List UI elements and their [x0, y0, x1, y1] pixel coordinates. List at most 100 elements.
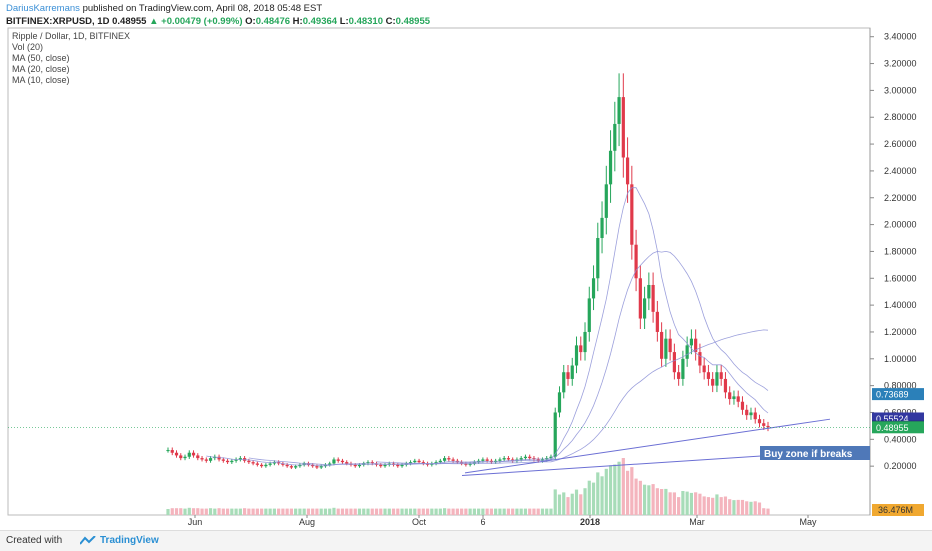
candle-body — [672, 352, 676, 373]
legend-ma10[interactable]: MA (10, close) — [12, 75, 70, 85]
volume-bar — [557, 494, 562, 515]
volume-bar — [647, 485, 651, 515]
candle-body — [302, 463, 306, 465]
volume-bar — [608, 465, 613, 515]
candle-body — [447, 458, 451, 460]
volume-bar — [698, 493, 702, 515]
y-tick-label: 1.60000 — [884, 273, 917, 283]
author-link[interactable]: DariusKarremans — [6, 3, 80, 14]
volume-bar — [762, 508, 766, 515]
x-tick-label: Jun — [188, 517, 203, 527]
plot-area — [7, 27, 871, 516]
high-label: H: — [292, 16, 303, 27]
candle-body — [506, 458, 511, 460]
candle-body — [451, 459, 455, 461]
created-with: Created with — [6, 535, 63, 546]
candle-body — [762, 423, 766, 426]
volume-bar — [387, 508, 391, 515]
volume-bar — [277, 508, 281, 515]
candle-body — [689, 338, 694, 346]
volume-bar — [302, 508, 306, 515]
candle-body — [311, 464, 315, 467]
legend-title[interactable]: Ripple / Dollar, 1D, BITFINEX — [12, 31, 131, 41]
volume-bar — [574, 489, 579, 515]
volume-bar — [255, 508, 259, 515]
volume-bar — [349, 508, 353, 515]
volume-bar — [451, 508, 455, 515]
volume-bar — [477, 508, 481, 515]
candle-body — [574, 345, 579, 366]
candle-body — [498, 459, 502, 461]
candle-body — [621, 97, 625, 158]
candle-body — [281, 463, 285, 465]
x-tick-label: Aug — [299, 517, 315, 527]
volume-bar — [289, 508, 294, 515]
candle-body — [306, 463, 311, 465]
volume-bar — [323, 508, 328, 515]
volume-bar — [166, 509, 170, 515]
volume-bar — [379, 508, 383, 515]
symbol[interactable]: BITFINEX:XRPUSD, 1D — [6, 16, 110, 27]
volume-bar — [630, 467, 634, 515]
x-tick-label: 2018 — [580, 517, 600, 527]
candle-body — [225, 460, 230, 463]
x-tick-label: Mar — [689, 517, 705, 527]
volume-bar — [383, 508, 387, 515]
volume-bar — [749, 501, 753, 515]
publish-info: DariusKarremans published on TradingView… — [6, 3, 322, 14]
y-tick-label: 1.80000 — [884, 246, 917, 256]
volume-bar — [357, 508, 362, 515]
open-value: 0.48476 — [255, 16, 291, 27]
candle-body — [702, 365, 706, 373]
volume-bar — [553, 489, 557, 515]
legend-vol[interactable]: Vol (20) — [12, 42, 44, 52]
tradingview-brand[interactable]: TradingView — [100, 535, 159, 546]
volume-bar — [570, 493, 574, 515]
change: +0.00479 (+0.99%) — [161, 16, 243, 27]
price-chart[interactable]: 3.40000 3.20000 3.00000 2.80000 2.60000 2.400… — [0, 0, 932, 530]
volume-bar — [472, 508, 476, 515]
volume-bar — [715, 494, 719, 515]
volume-bar — [642, 484, 647, 515]
volume-bar — [536, 508, 540, 515]
volume-bar — [702, 496, 706, 515]
volume-bar — [204, 508, 208, 515]
volume-bar — [413, 508, 417, 515]
volume-bar — [566, 497, 570, 515]
candle-body — [285, 464, 289, 467]
candle-body — [711, 378, 715, 386]
candle-body — [591, 278, 596, 299]
volume-bar — [285, 508, 289, 515]
footer: Created with TradingView — [0, 530, 932, 551]
price-label-text: 0.55524 — [876, 414, 909, 424]
candle-body — [294, 466, 298, 468]
volume-bar — [455, 508, 459, 515]
volume-bar — [664, 488, 668, 515]
legend-ma50[interactable]: MA (50, close) — [12, 53, 70, 63]
volume-bar — [242, 508, 247, 515]
y-tick-label: 3.20000 — [884, 59, 917, 69]
close-label: C: — [385, 16, 396, 27]
volume-bar — [757, 502, 762, 515]
volume-bar — [230, 508, 234, 515]
low-value: 0.48310 — [348, 16, 383, 27]
volume-bar — [766, 508, 770, 515]
candle-body — [221, 459, 225, 461]
volume-bar — [213, 508, 217, 515]
candle-body — [298, 464, 302, 467]
candle-body — [413, 460, 417, 463]
volume-bar — [519, 508, 523, 515]
volume-bar — [728, 499, 732, 515]
candle-body — [238, 458, 242, 460]
y-tick-label: 2.80000 — [884, 112, 917, 122]
volume-bar — [672, 492, 676, 515]
candle-body — [753, 412, 757, 420]
candle-body — [421, 462, 425, 464]
legend-ma20[interactable]: MA (20, close) — [12, 64, 70, 74]
volume-bar — [604, 468, 608, 515]
candle-body — [489, 460, 494, 463]
volume-bar — [562, 492, 566, 515]
candle-body — [685, 345, 689, 359]
volume-bar — [353, 508, 357, 515]
candle-body — [230, 460, 234, 463]
